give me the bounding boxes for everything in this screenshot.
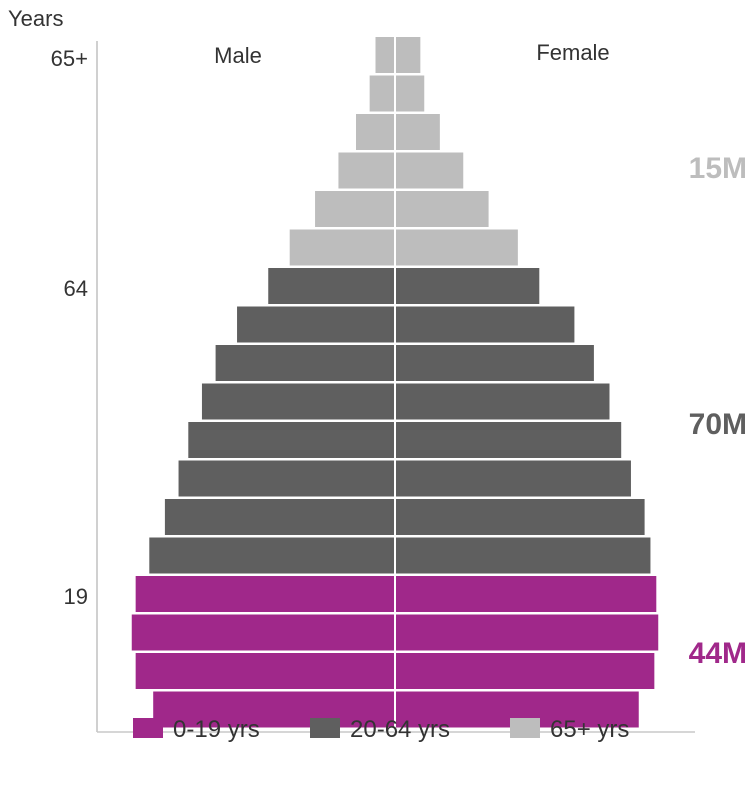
legend-swatch-20-64 bbox=[310, 718, 340, 738]
total-label-65-plus: 15M bbox=[689, 152, 747, 185]
bar-male-row-12 bbox=[164, 499, 395, 535]
bar-female-row-10 bbox=[395, 422, 622, 458]
bar-female-row-15 bbox=[395, 614, 659, 651]
y-tick-label-64: 64 bbox=[64, 276, 88, 301]
bar-male-row-11 bbox=[178, 460, 395, 497]
bar-male-row-1 bbox=[369, 75, 395, 112]
bars-group bbox=[131, 37, 659, 728]
bar-male-row-4 bbox=[315, 191, 395, 227]
legend-swatch-0-19 bbox=[133, 718, 163, 738]
bar-male-row-0 bbox=[375, 37, 395, 73]
legend-label-20-64: 20-64 yrs bbox=[350, 716, 450, 743]
female-side-label: Female bbox=[536, 40, 609, 65]
bar-male-row-3 bbox=[338, 152, 395, 189]
bar-male-row-10 bbox=[188, 422, 395, 458]
total-label-0-19: 44M bbox=[689, 637, 747, 670]
bar-female-row-1 bbox=[395, 75, 425, 112]
y-tick-label-65-plus: 65+ bbox=[51, 46, 88, 71]
male-side-label: Male bbox=[214, 43, 262, 68]
bar-male-row-13 bbox=[149, 537, 395, 574]
bar-male-row-5 bbox=[289, 229, 395, 266]
bar-female-row-3 bbox=[395, 152, 464, 189]
bar-female-row-16 bbox=[395, 653, 655, 689]
bar-male-row-17 bbox=[153, 691, 395, 728]
y-axis-title: Years bbox=[8, 6, 63, 31]
bar-male-row-2 bbox=[356, 114, 395, 150]
bar-female-row-6 bbox=[395, 268, 540, 304]
bar-female-row-9 bbox=[395, 383, 610, 420]
bar-male-row-6 bbox=[268, 268, 395, 304]
total-label-20-64: 70M bbox=[689, 408, 747, 441]
bar-female-row-2 bbox=[395, 114, 440, 150]
bar-female-row-14 bbox=[395, 576, 657, 612]
bar-female-row-11 bbox=[395, 460, 631, 497]
bar-male-row-16 bbox=[135, 653, 395, 689]
bar-male-row-7 bbox=[237, 306, 395, 343]
bar-male-row-8 bbox=[215, 345, 395, 381]
bar-female-row-4 bbox=[395, 191, 489, 227]
bar-female-row-0 bbox=[395, 37, 421, 73]
legend-swatch-65-plus bbox=[510, 718, 540, 738]
legend-label-65-plus: 65+ yrs bbox=[550, 716, 629, 743]
bar-male-row-15 bbox=[131, 614, 395, 651]
y-tick-label-19: 19 bbox=[64, 584, 88, 609]
legend-label-0-19: 0-19 yrs bbox=[173, 716, 260, 743]
bar-female-row-5 bbox=[395, 229, 518, 266]
bar-female-row-8 bbox=[395, 345, 594, 381]
bar-female-row-12 bbox=[395, 499, 645, 535]
bar-female-row-13 bbox=[395, 537, 651, 574]
legend: 0-19 yrs 20-64 yrs 65+ yrs bbox=[133, 716, 629, 743]
bar-male-row-9 bbox=[201, 383, 395, 420]
bar-male-row-14 bbox=[135, 576, 395, 612]
bar-female-row-7 bbox=[395, 306, 575, 343]
